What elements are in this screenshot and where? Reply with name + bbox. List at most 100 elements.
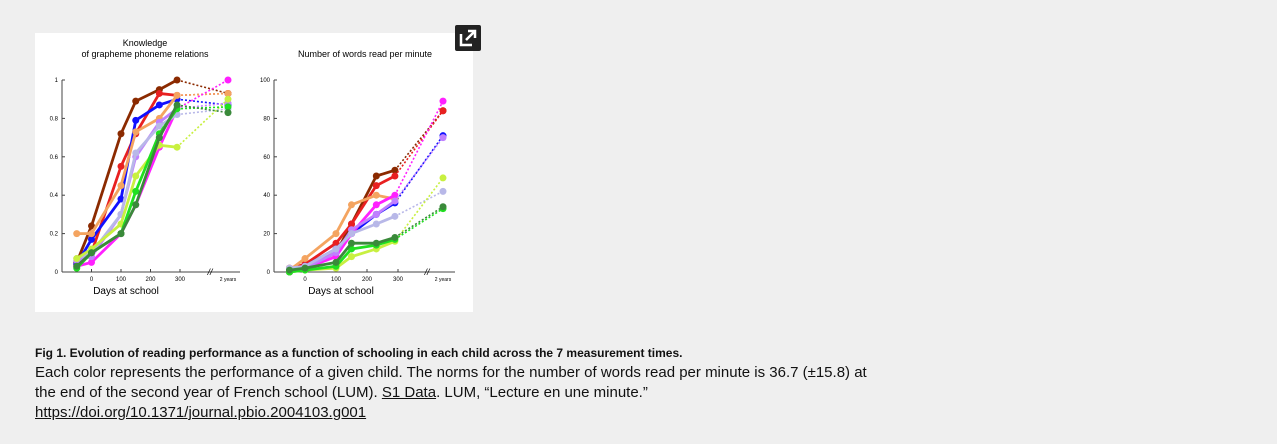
y-tick-label: 60 <box>263 155 270 161</box>
y-tick-label: 0.8 <box>50 116 59 122</box>
line-segment <box>135 88 160 103</box>
line-segment <box>394 207 444 241</box>
data-point <box>73 230 81 238</box>
data-point <box>301 264 309 272</box>
data-point <box>391 212 399 220</box>
line-segment <box>134 125 161 154</box>
y-tick-label: 0.4 <box>50 193 59 199</box>
data-point <box>332 245 340 253</box>
expand-icon[interactable] <box>455 25 481 51</box>
chart-title: Number of words read per minute <box>298 49 432 59</box>
data-point <box>173 91 181 99</box>
line-segment <box>334 204 353 235</box>
line-segment <box>350 184 378 225</box>
data-point <box>88 249 95 257</box>
data-point <box>173 143 181 151</box>
line-segment <box>350 193 377 207</box>
line-segment <box>177 106 229 110</box>
data-point <box>117 162 125 170</box>
y-tick-label: 0.6 <box>50 155 59 161</box>
x-tick-label: 200 <box>145 277 156 283</box>
doi-link[interactable]: https://doi.org/10.1371/journal.pbio.200… <box>35 404 367 421</box>
line-segment <box>375 199 396 216</box>
line-segment <box>134 133 161 192</box>
axis-break: // <box>423 267 431 277</box>
line-segment <box>350 213 378 231</box>
line-segment <box>304 232 337 260</box>
x-tick-label: 2 years <box>435 277 452 283</box>
line-segment <box>134 137 161 206</box>
data-point <box>286 266 293 274</box>
data-point <box>301 255 309 263</box>
data-point <box>173 76 181 84</box>
y-tick-label: 100 <box>260 78 271 84</box>
data-point <box>132 149 140 157</box>
line-segment <box>394 100 444 196</box>
data-point <box>117 130 125 138</box>
x-tick-label: 100 <box>331 277 342 283</box>
line-segment <box>119 175 138 225</box>
y-tick-label: 1 <box>55 78 59 84</box>
data-point <box>439 203 447 211</box>
data-point <box>155 122 163 130</box>
x-axis-label: Days at school <box>93 286 159 297</box>
line-segment <box>394 135 444 204</box>
caption-text: the end of the second year of French sch… <box>35 384 378 401</box>
line-segment <box>119 100 138 135</box>
line-segment <box>335 232 353 250</box>
line-segment <box>176 104 229 114</box>
line-segment <box>394 137 444 202</box>
data-point <box>224 103 232 111</box>
data-point <box>224 95 232 103</box>
data-point <box>173 101 181 109</box>
data-point <box>439 97 447 105</box>
x-tick-label: 200 <box>362 277 373 283</box>
caption-text: Each color represents the performance of… <box>35 364 867 381</box>
data-point <box>391 191 399 199</box>
y-tick-label: 0.2 <box>50 232 59 238</box>
line-segment <box>351 247 377 258</box>
y-tick-label: 0 <box>267 270 271 276</box>
line-segment <box>176 79 229 95</box>
y-tick-label: 20 <box>263 232 270 238</box>
data-point <box>372 220 380 228</box>
data-link[interactable]: S1 Data <box>381 384 437 401</box>
line-segment <box>119 152 138 215</box>
data-point <box>439 174 447 182</box>
x-tick-label: 0 <box>90 277 94 283</box>
data-point <box>348 239 355 247</box>
data-point <box>348 220 355 228</box>
data-point <box>88 258 95 266</box>
axis-break: // <box>206 267 214 277</box>
line-segment <box>304 264 337 272</box>
data-point <box>224 76 232 84</box>
line-segment <box>334 242 353 264</box>
data-point <box>132 128 140 136</box>
line-segment <box>176 79 229 110</box>
line-segment <box>135 117 161 134</box>
line-segment <box>158 104 179 139</box>
data-point <box>88 222 95 230</box>
data-point <box>372 210 380 218</box>
line-segment <box>394 177 444 242</box>
data-point <box>88 235 95 243</box>
data-point <box>372 191 380 199</box>
line-segment <box>134 103 161 122</box>
y-tick-label: 40 <box>263 193 270 199</box>
data-point <box>439 187 447 195</box>
data-point <box>132 116 140 124</box>
line-segment <box>176 108 229 116</box>
data-point <box>88 230 95 238</box>
data-point <box>332 230 340 238</box>
line-segment <box>304 261 337 270</box>
data-point <box>155 134 163 142</box>
line-segment <box>119 204 137 235</box>
y-tick-label: 0 <box>55 270 59 276</box>
chart-title: Knowledge <box>123 38 168 48</box>
caption-title: Fig 1. Evolution of reading performance … <box>35 346 683 360</box>
data-point <box>332 258 340 266</box>
data-point <box>132 187 140 195</box>
data-point <box>391 233 399 241</box>
line-segment <box>304 251 337 270</box>
x-tick-label: 300 <box>393 277 404 283</box>
